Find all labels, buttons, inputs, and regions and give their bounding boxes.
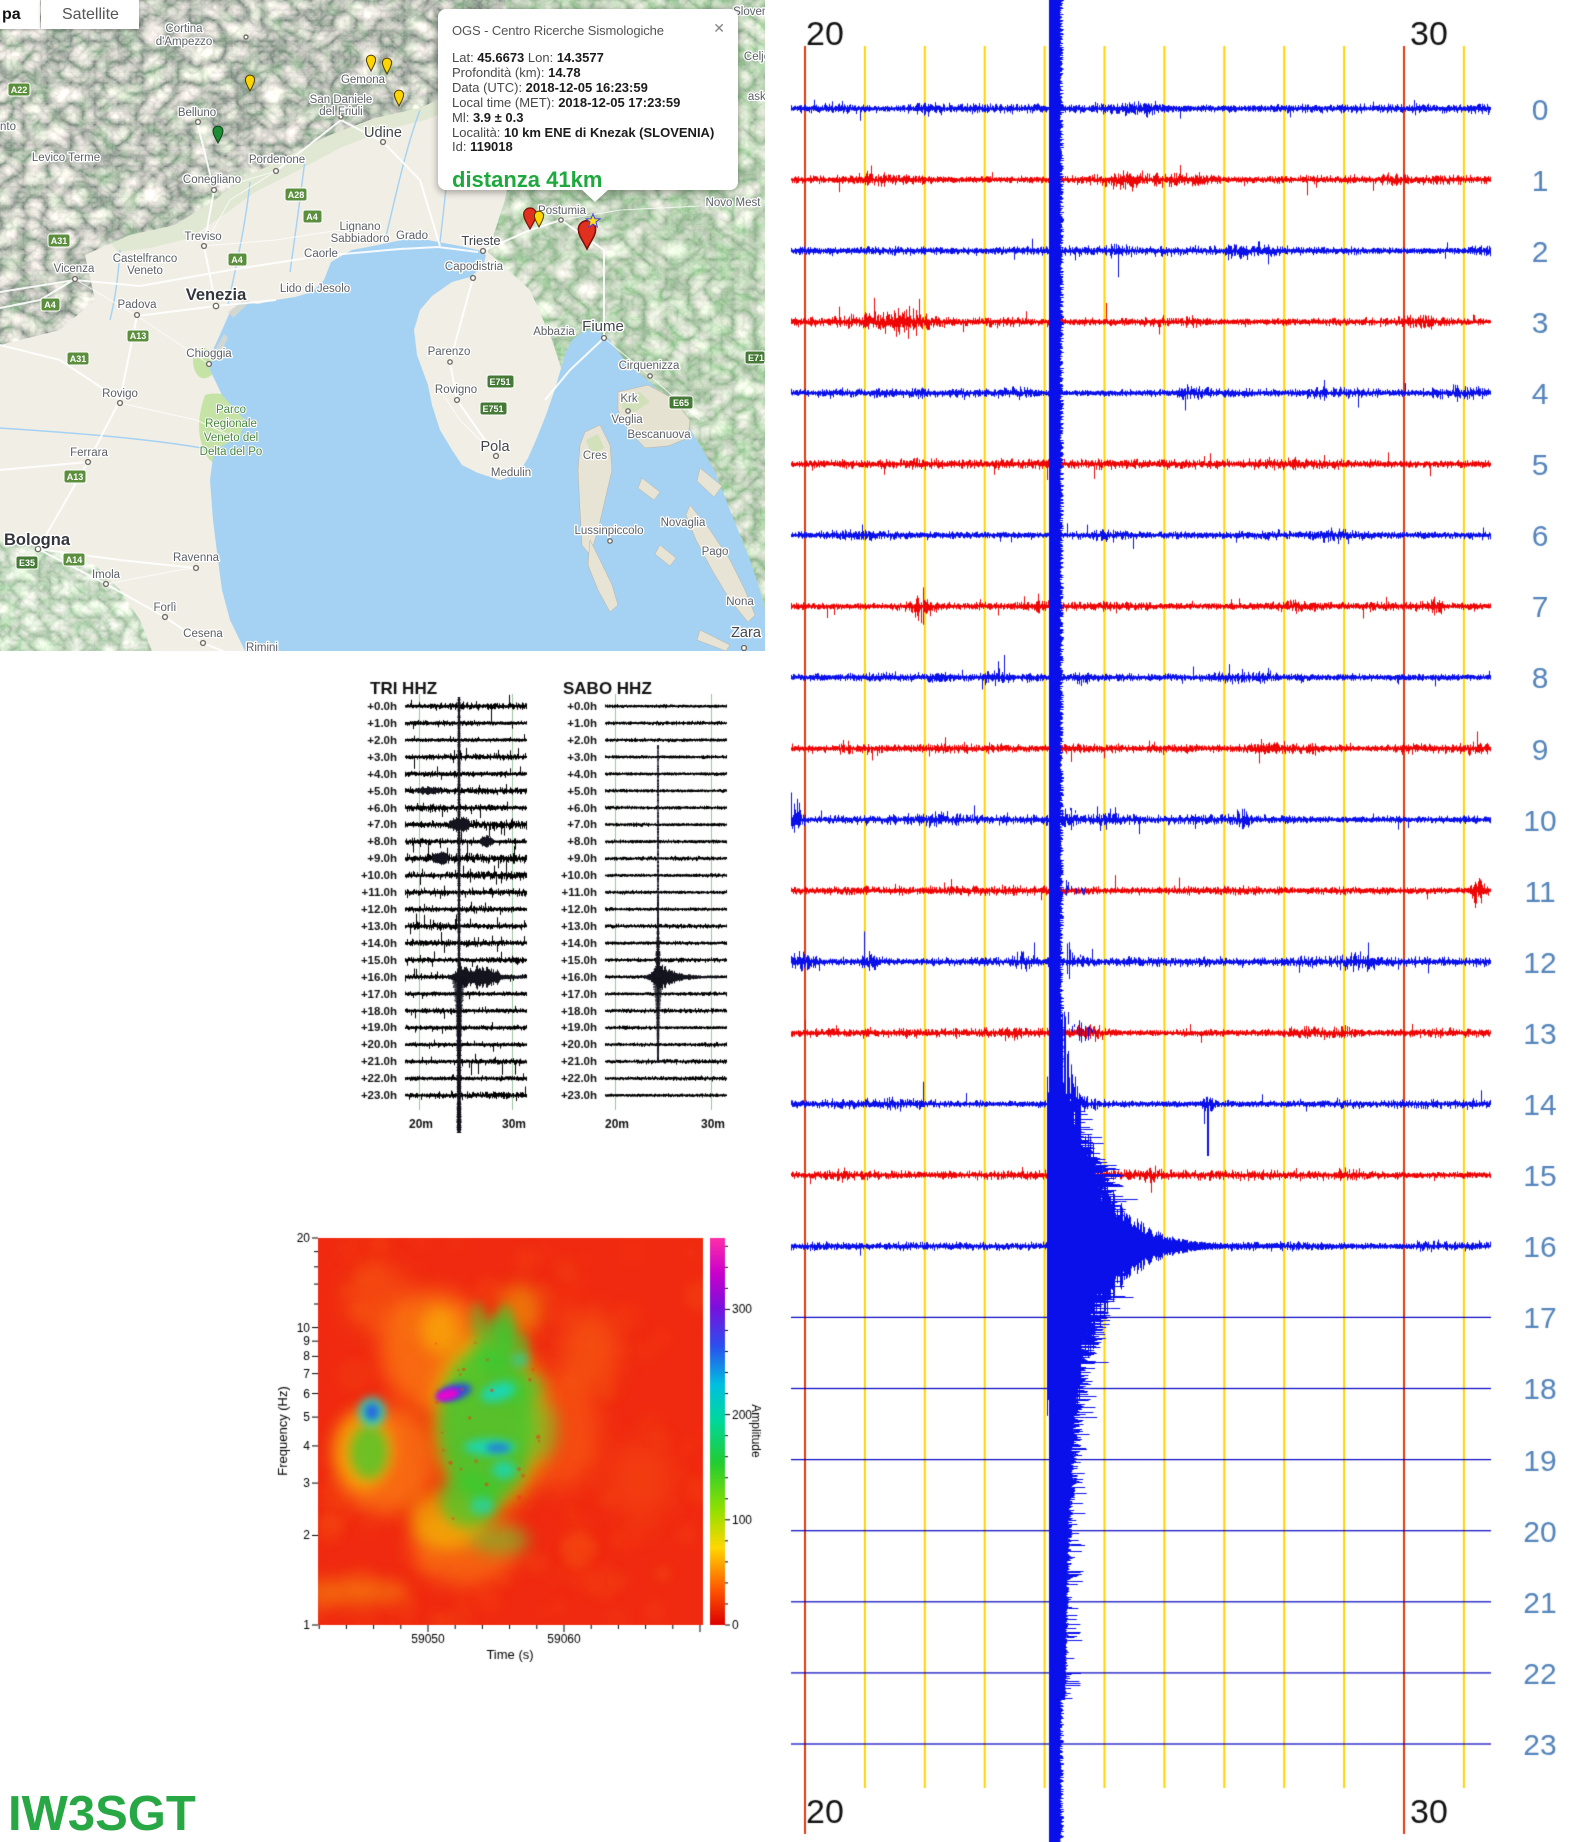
svg-text:Rovigo: Rovigo (102, 388, 138, 400)
svg-text:E751: E751 (482, 404, 503, 414)
svg-text:Gemona: Gemona (341, 74, 386, 86)
svg-text:Treviso: Treviso (184, 231, 221, 243)
svg-text:Levico Terme: Levico Terme (32, 152, 100, 164)
svg-text:Delta del Po: Delta del Po (200, 446, 263, 458)
svg-text:del Friuli: del Friuli (319, 106, 362, 118)
svg-text:Ferrara: Ferrara (70, 447, 108, 459)
svg-text:Belluno: Belluno (178, 107, 216, 119)
svg-text:Conegliano: Conegliano (183, 174, 241, 186)
svg-text:Padova: Padova (117, 299, 157, 311)
svg-text:Lido di Jesolo: Lido di Jesolo (280, 283, 350, 295)
svg-text:A13: A13 (130, 331, 147, 341)
svg-text:A28: A28 (288, 190, 305, 200)
svg-text:Nona: Nona (726, 596, 754, 608)
svg-text:Cesena: Cesena (183, 628, 223, 640)
svg-text:Veneto del: Veneto del (204, 432, 258, 444)
svg-text:Cortina: Cortina (165, 23, 203, 35)
svg-text:E751: E751 (489, 377, 510, 387)
svg-text:Pago: Pago (702, 546, 729, 558)
svg-text:Regionale: Regionale (205, 418, 257, 430)
svg-text:A31: A31 (51, 236, 68, 246)
svg-text:Venezia: Venezia (186, 286, 247, 304)
svg-text:A4: A4 (231, 255, 243, 265)
svg-text:Medulin: Medulin (491, 467, 531, 479)
svg-text:Chioggia: Chioggia (186, 348, 232, 360)
svg-text:Imola: Imola (92, 569, 121, 581)
svg-text:Parco: Parco (216, 404, 246, 416)
svg-text:Vicenza: Vicenza (54, 263, 95, 275)
svg-text:A13: A13 (67, 472, 84, 482)
svg-text:Grado: Grado (396, 230, 428, 242)
svg-text:Bologna: Bologna (4, 531, 71, 549)
svg-text:d'Ampezzo: d'Ampezzo (156, 36, 213, 48)
svg-text:Lussinpiccolo: Lussinpiccolo (574, 525, 643, 537)
svg-text:E71: E71 (748, 353, 764, 363)
svg-text:Celje: Celje (744, 51, 765, 63)
svg-text:Pordenone: Pordenone (249, 154, 305, 166)
svg-text:A14: A14 (66, 555, 83, 565)
svg-text:A4: A4 (44, 300, 56, 310)
svg-text:Forlì: Forlì (154, 602, 177, 614)
svg-text:Krk: Krk (620, 393, 638, 405)
svg-text:Cirquenizza: Cirquenizza (619, 360, 680, 372)
svg-text:Ravenna: Ravenna (173, 552, 220, 564)
svg-text:Bescanuova: Bescanuova (627, 429, 691, 441)
svg-text:A22: A22 (11, 85, 28, 95)
svg-text:Sabbiadoro: Sabbiadoro (331, 233, 390, 245)
svg-text:Zara: Zara (731, 625, 762, 641)
svg-text:E35: E35 (19, 558, 35, 568)
svg-text:asko: asko (748, 91, 765, 103)
svg-text:Trieste: Trieste (461, 233, 500, 248)
svg-text:Rovigno: Rovigno (435, 384, 477, 396)
svg-text:Rimini: Rimini (246, 642, 278, 651)
svg-text:Castelfranco: Castelfranco (113, 253, 178, 265)
svg-text:Caorle: Caorle (304, 248, 338, 260)
svg-text:Novo Mest: Novo Mest (706, 197, 762, 209)
svg-text:A4: A4 (306, 212, 318, 222)
svg-text:Pola: Pola (480, 439, 510, 455)
svg-text:San Daniele: San Daniele (310, 94, 373, 106)
svg-text:nto: nto (0, 121, 16, 133)
svg-text:Novaglia: Novaglia (661, 517, 706, 529)
svg-text:Veneto: Veneto (127, 265, 163, 277)
svg-text:E65: E65 (673, 398, 689, 408)
svg-text:A31: A31 (70, 354, 87, 364)
svg-text:Parenzo: Parenzo (428, 346, 471, 358)
svg-text:Lignano: Lignano (340, 221, 381, 233)
svg-text:Postumia: Postumia (538, 205, 587, 217)
svg-text:Fiume: Fiume (582, 318, 624, 335)
svg-text:Veglia: Veglia (611, 414, 643, 426)
svg-text:Capodistria: Capodistria (445, 261, 504, 273)
svg-text:Cres: Cres (583, 450, 608, 462)
svg-text:Sloveni: Sloveni (733, 6, 765, 18)
svg-text:Abbazia: Abbazia (533, 326, 575, 338)
svg-text:Udine: Udine (364, 125, 402, 141)
